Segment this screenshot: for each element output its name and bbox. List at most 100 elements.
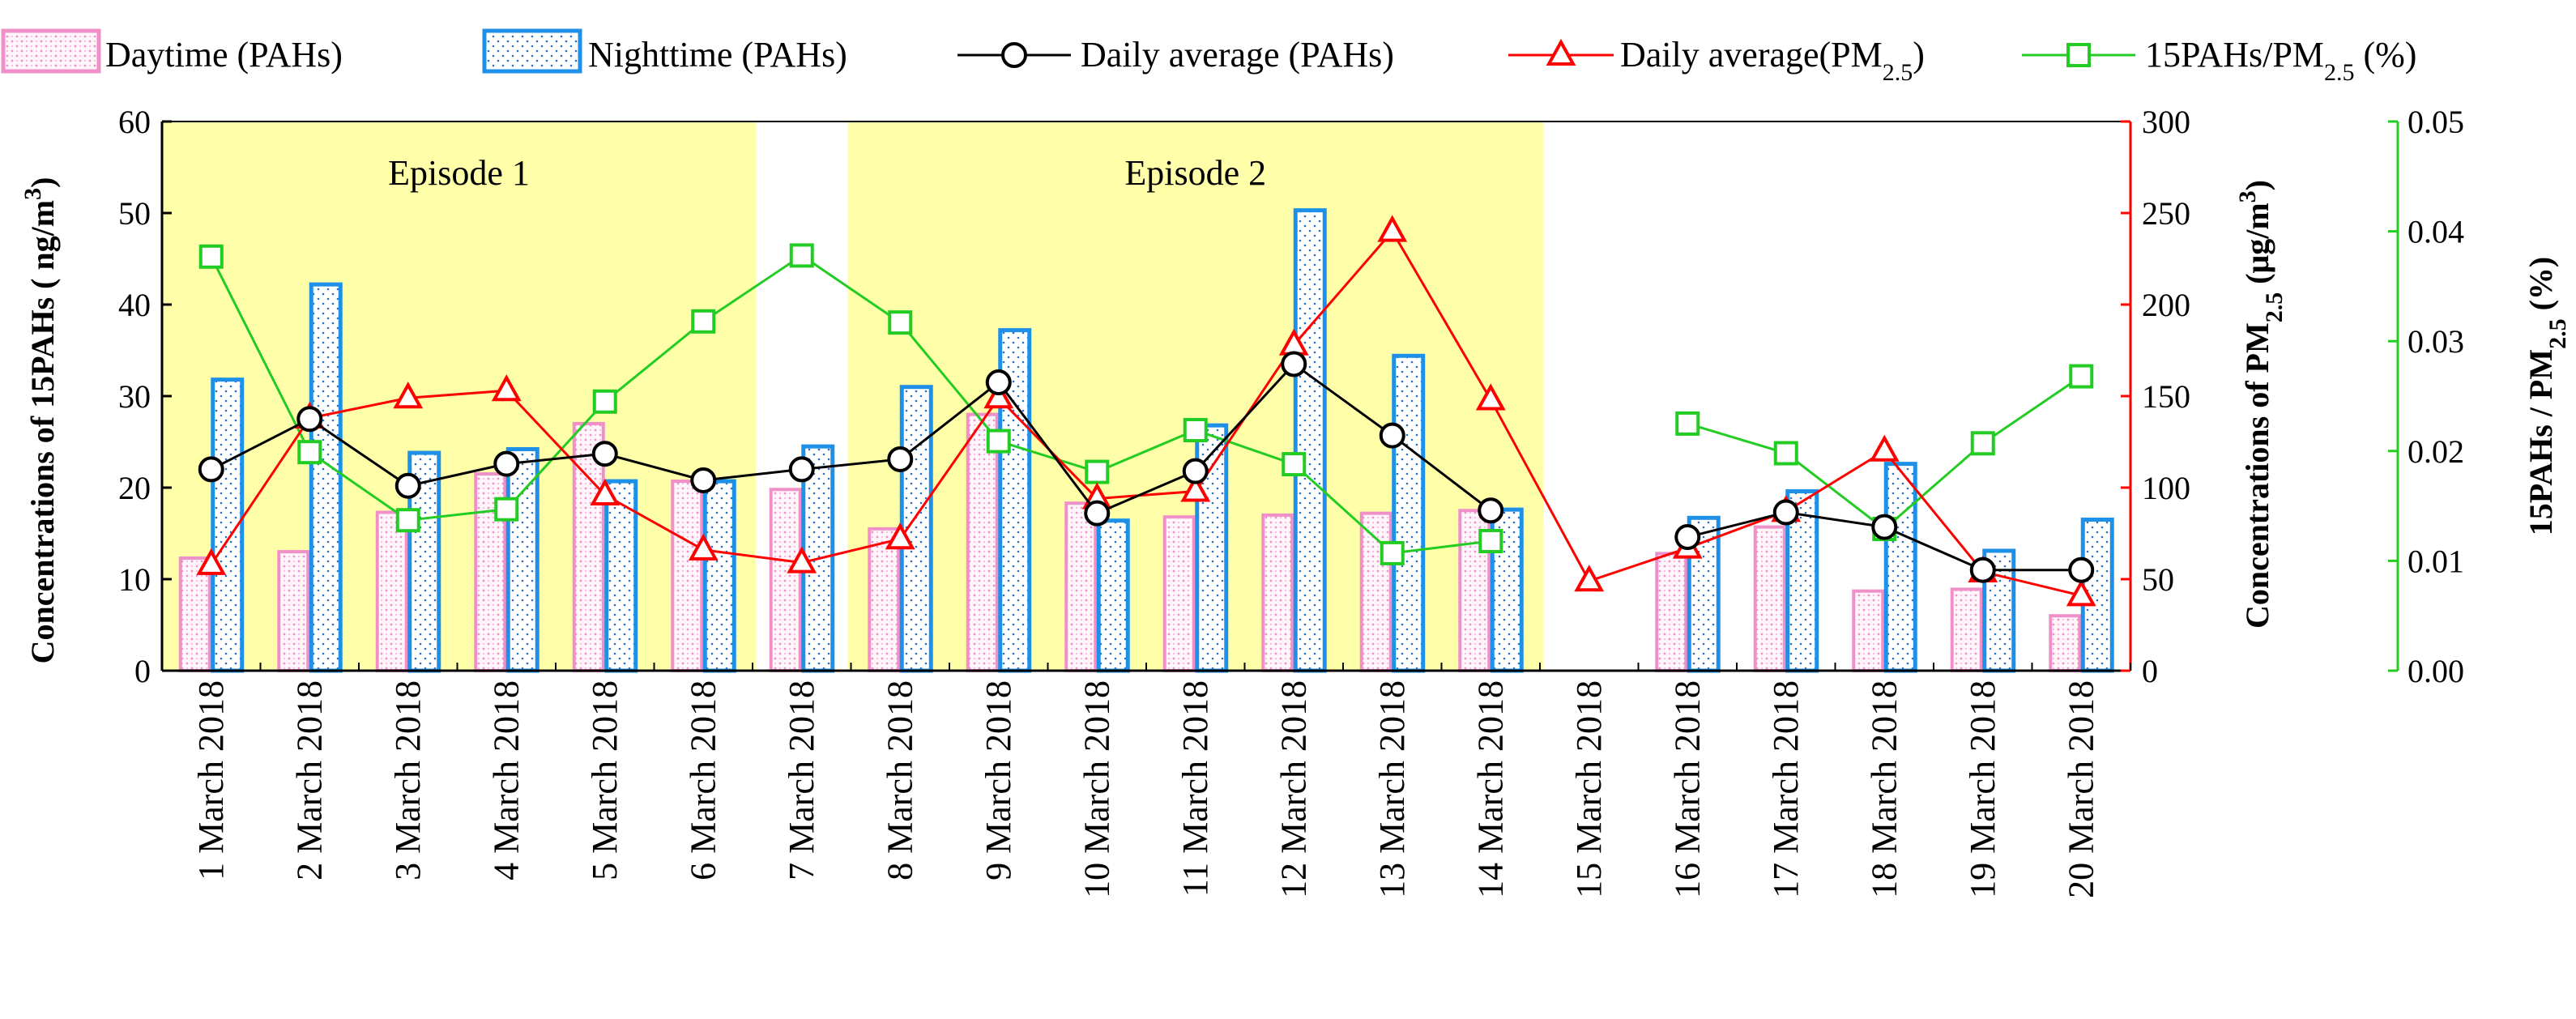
pm-tick-label: 300 [2142, 104, 2190, 140]
legend-label-nighttime: Nighttime (PAHs) [588, 35, 847, 75]
ratio-tick-label: 0.05 [2408, 104, 2464, 140]
episode-shade-1 [162, 122, 756, 671]
point-avg_pahs [985, 369, 1012, 396]
pm-tick-label: 150 [2142, 378, 2190, 415]
point-avg_pm [393, 382, 424, 409]
point-avg_pm [491, 374, 522, 402]
bar-nighttime [1096, 518, 1130, 673]
point-ratio [395, 508, 420, 533]
x-tick-label: 2 March 2018 [289, 680, 329, 880]
x-tick-label: 3 March 2018 [388, 680, 428, 880]
bar-daytime [1950, 587, 1983, 672]
pm-tick-label: 0 [2142, 653, 2158, 689]
x-tick-label: 8 March 2018 [880, 680, 919, 880]
point-avg_pm [1377, 215, 1408, 242]
pm-tick-label: 200 [2142, 287, 2190, 323]
legend-label-ratio: 15PAHs/PM2.5 (%) [2145, 35, 2416, 86]
point-avg_pm [688, 533, 719, 561]
point-ratio [986, 428, 1011, 454]
left-tick-label: 0 [134, 653, 151, 689]
point-avg_pahs [690, 467, 717, 493]
point-avg_pahs [1182, 458, 1209, 484]
ratio-axis-title: 15PAHs / PM2.5 (%) [2523, 257, 2571, 535]
point-ratio [1183, 418, 1208, 443]
pm-tick-label: 250 [2142, 195, 2190, 232]
legend-label-avg-pm: Daily average(PM2.5) [1620, 35, 1925, 86]
x-tick-label: 10 March 2018 [1077, 680, 1116, 898]
ratio-tick-label: 0.00 [2408, 653, 2464, 689]
point-avg_pahs [1674, 524, 1701, 551]
left-tick-label: 30 [118, 378, 151, 415]
bar-daytime [1261, 513, 1294, 673]
pm-axis-title: Concentrations of PM2.5 (μg/m3) [2234, 180, 2288, 629]
left-tick-label: 10 [118, 561, 151, 598]
bar-daytime [868, 527, 901, 672]
bar-daytime [1162, 515, 1196, 672]
bar-daytime [1359, 511, 1392, 673]
episode-label-1: Episode 1 [388, 153, 530, 193]
legend-marker-ratio [2066, 43, 2091, 67]
legend-label-daytime: Daytime (PAHs) [105, 35, 343, 75]
bar-daytime [277, 550, 310, 672]
x-tick-label: 11 March 2018 [1175, 680, 1215, 897]
point-avg_pm [1574, 565, 1605, 592]
x-tick-label: 20 March 2018 [2061, 680, 2100, 898]
point-avg_pm [1180, 475, 1211, 502]
x-tick-label: 12 March 2018 [1273, 680, 1313, 898]
bar-nighttime [505, 447, 540, 673]
point-avg_pm [590, 478, 621, 506]
legend-marker-avg-pahs [1001, 42, 1027, 68]
point-avg_pahs [1871, 514, 1898, 540]
bar-daytime [1655, 552, 1688, 672]
x-tick-label: 19 March 2018 [1963, 680, 2002, 898]
point-avg_pahs [887, 446, 914, 472]
x-tick-label: 4 March 2018 [486, 680, 526, 880]
ratio-tick-label: 0.02 [2408, 433, 2464, 470]
episode-label-2: Episode 2 [1124, 153, 1266, 193]
left-axis-title: Concentrations of 15PAHs ( ng/m3) [19, 177, 62, 664]
point-ratio [1085, 459, 1110, 484]
point-avg_pahs [1281, 351, 1307, 377]
point-ratio [592, 389, 617, 414]
x-tick-label: 9 March 2018 [979, 680, 1018, 880]
point-ratio [691, 309, 716, 334]
bar-daytime [769, 488, 802, 673]
x-tick-label: 17 March 2018 [1766, 680, 1806, 898]
bar-daytime [1852, 589, 1885, 672]
bar-daytime [2049, 614, 2082, 673]
bar-nighttime [1392, 353, 1426, 673]
x-tick-label: 16 March 2018 [1667, 680, 1707, 898]
point-ratio [494, 497, 519, 522]
point-ratio [1478, 528, 1503, 553]
point-avg_pahs [1969, 556, 1996, 583]
legend-label-avg-pahs: Daily average (PAHs) [1081, 35, 1394, 75]
x-tick-label: 14 March 2018 [1470, 680, 1510, 898]
point-ratio [789, 243, 814, 268]
pm-tick-label: 100 [2142, 470, 2190, 506]
point-ratio [297, 440, 322, 465]
point-avg_pm [787, 546, 817, 573]
point-avg_pahs [591, 441, 618, 467]
left-tick-label: 40 [118, 287, 151, 323]
series-line-avg_pahs [211, 362, 1492, 515]
point-avg_pm [983, 382, 1014, 409]
x-tick-label: 7 March 2018 [782, 680, 821, 880]
point-avg_pahs [1478, 497, 1504, 524]
point-ratio [1675, 411, 1700, 436]
point-ratio [888, 310, 913, 335]
point-avg_pm [1869, 434, 1900, 462]
left-tick-label: 20 [118, 470, 151, 506]
x-tick-label: 13 March 2018 [1372, 680, 1412, 898]
axes-layer: 0 10 20 30 40 50 60 0 50 100 150 200 250 300 0.00 0.01 0… [19, 104, 2571, 898]
point-avg_pahs [493, 450, 520, 477]
point-avg_pahs [296, 406, 323, 433]
point-avg_pahs [198, 456, 224, 483]
left-tick-label: 60 [118, 104, 151, 140]
pm-tick-label: 50 [2142, 561, 2174, 598]
ratio-tick-label: 0.01 [2408, 543, 2464, 579]
x-tick-label: 18 March 2018 [1864, 680, 1904, 898]
legend-marker-avg-pm [1546, 38, 1576, 66]
bar-daytime [1753, 525, 1786, 673]
series-line-ratio [210, 254, 1491, 555]
